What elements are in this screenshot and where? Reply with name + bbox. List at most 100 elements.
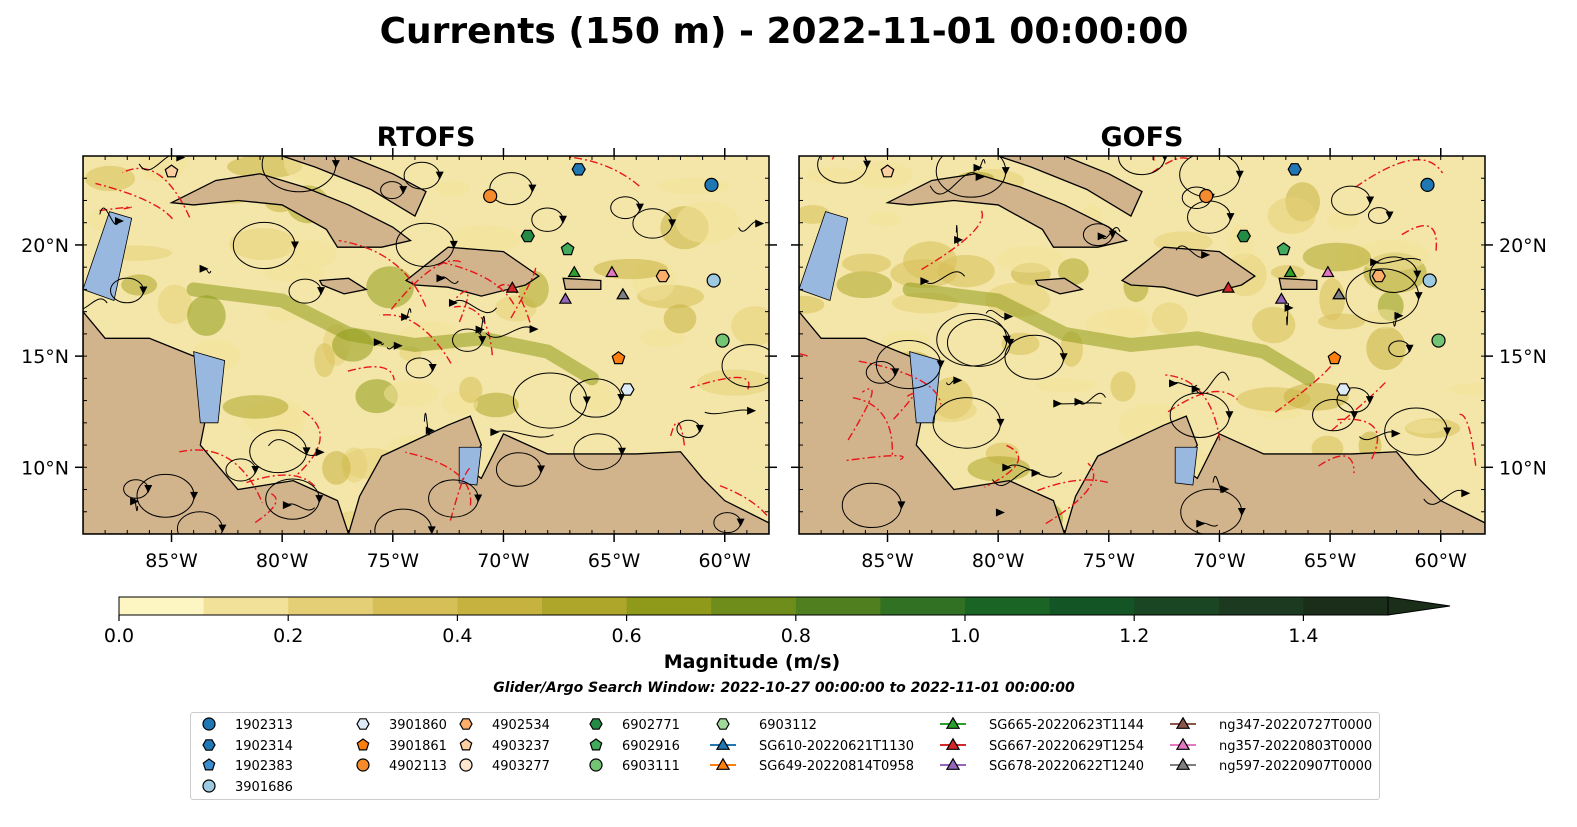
speed-contour (799, 205, 831, 224)
observation-marker (611, 351, 626, 365)
eez-boundary (847, 388, 873, 441)
observation-marker (616, 287, 630, 300)
shelf-region (193, 351, 226, 424)
eez-boundary (1045, 462, 1095, 525)
eez-boundary (390, 260, 462, 310)
caribbean-current-band (186, 282, 599, 386)
streamline-arrow (425, 426, 435, 435)
eez-boundary (719, 485, 769, 520)
lake-maracaibo (1174, 446, 1198, 486)
streamline (1374, 258, 1422, 264)
streamline-arrow (290, 241, 299, 250)
eez-boundary (347, 366, 395, 381)
eez-boundary (1457, 413, 1477, 466)
colorbar-segment (880, 597, 966, 615)
streamline-arrow (1097, 232, 1107, 241)
land-mass (885, 173, 1129, 248)
colorbar-tick-label: 0.8 (781, 625, 811, 647)
speed-contour (1110, 371, 1136, 402)
streamline-arrow (427, 526, 436, 534)
speed-contour (923, 398, 977, 423)
eez-boundary (831, 156, 835, 160)
colorbar-segment (457, 597, 543, 615)
colorbar-tick-label: 0.4 (442, 625, 472, 647)
observation-marker (1199, 188, 1214, 204)
colorbar-segment (372, 597, 458, 615)
eez-boundary (1401, 225, 1438, 252)
streamline-arrow (1225, 411, 1234, 420)
streamline-arrow (139, 286, 148, 295)
eez-boundary (254, 492, 277, 524)
streamline-arrow (1226, 213, 1235, 222)
eez-boundary (690, 376, 750, 390)
land-mass (318, 277, 368, 295)
observation-marker (1221, 281, 1235, 293)
observation-marker (571, 163, 586, 176)
speed-contour (1447, 382, 1485, 396)
colorbar-segment (203, 597, 289, 615)
speed-contour (937, 254, 995, 288)
land-mass (1034, 277, 1084, 295)
eez-boundary (296, 410, 321, 475)
streamline-arrow (315, 495, 324, 504)
streamline-arrow (218, 524, 227, 533)
streamline-arrow (954, 235, 964, 244)
eez-boundary (984, 444, 1020, 488)
streamline-arrow (176, 156, 186, 162)
streamline-arrow (251, 465, 260, 474)
streamline-arrow (399, 186, 408, 195)
speed-contour (263, 263, 325, 283)
lake-maracaibo (458, 446, 482, 486)
observation-marker (655, 269, 670, 283)
observation-marker (1236, 229, 1251, 243)
eez-boundary (1330, 382, 1386, 432)
streamline-arrow (1074, 397, 1084, 406)
speed-contour (227, 156, 303, 179)
colorbar-segment (288, 597, 374, 615)
speed-contour (1036, 378, 1095, 393)
streamline-arrow (315, 448, 325, 457)
land-mass (1120, 246, 1257, 297)
x-tick-label: 80°W (256, 550, 309, 572)
streamline-arrow (1413, 270, 1422, 279)
speed-contour (996, 245, 1064, 273)
observation-marker (704, 177, 719, 193)
colorbar-segment (119, 597, 205, 615)
observation-marker (1283, 265, 1297, 278)
streamline-arrow (130, 497, 140, 506)
streamline-arrow (144, 485, 153, 494)
streamline-arrow (1284, 303, 1294, 312)
observation-marker (1332, 287, 1346, 300)
speed-contour (675, 201, 740, 244)
streamline-arrow (1414, 292, 1423, 301)
speed-contour (731, 306, 769, 346)
eez-boundary (1167, 390, 1238, 413)
streamline-arrow (528, 184, 537, 193)
streamline-arrow (975, 173, 985, 182)
streamline-arrow (428, 363, 437, 372)
land-mass (997, 156, 1143, 217)
streamline-arrow (393, 341, 403, 350)
streamline-arrow (282, 501, 292, 510)
observation-marker (715, 333, 730, 348)
speed-contour (222, 395, 289, 419)
y-tick-label: 20°N (21, 235, 69, 257)
y-tick-label: 15°N (21, 346, 69, 368)
streamline-arrow (317, 287, 326, 296)
streamline-arrow (1365, 396, 1374, 405)
speed-contour (799, 295, 825, 314)
streamline-arrow (373, 338, 383, 347)
observation-marker (1371, 269, 1386, 283)
observation-marker (1287, 163, 1302, 176)
streamline-arrow (996, 418, 1005, 427)
land-mass (347, 415, 769, 534)
streamline-arrow (1108, 230, 1117, 239)
colorbar-segment (711, 597, 797, 615)
eez-boundary (179, 449, 264, 504)
streamline-arrow (582, 396, 591, 405)
eez-boundary (890, 392, 915, 423)
streamline-arrow (617, 447, 626, 456)
streamline (485, 326, 534, 338)
streamline-arrow (1235, 170, 1244, 179)
streamline-arrow (1004, 312, 1014, 321)
